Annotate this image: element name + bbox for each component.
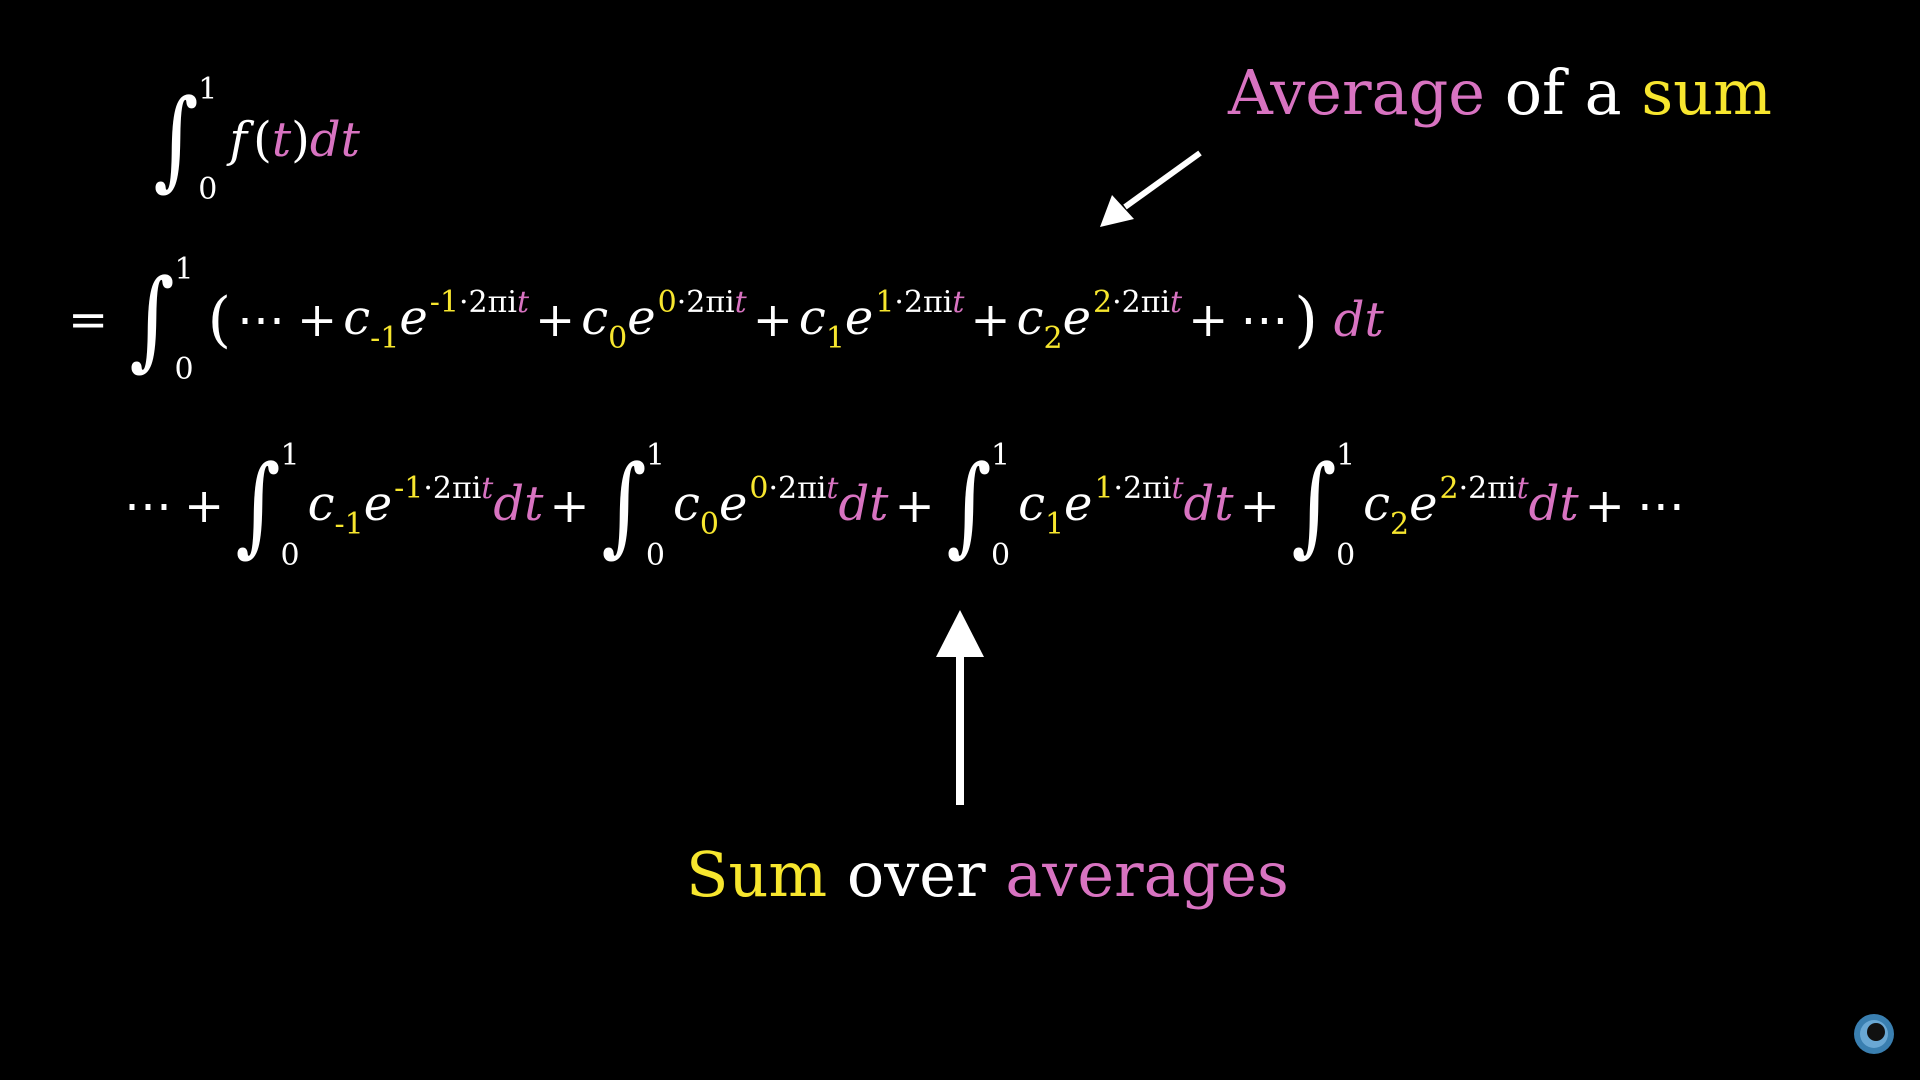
integral-line-1: ∫ 1 0 f ( t ) dt	[148, 70, 360, 210]
annotation-sum-over-averages: Sum over averages	[686, 838, 1289, 911]
integral-sign: ∫ 1 0	[129, 252, 194, 387]
integral-line-2: = ∫ 1 0 ( ⋯ + c-1e-1·2πit + c0e0·2πit + …	[68, 252, 1384, 387]
annotation-average-of-a-sum: Average of a sum	[1228, 56, 1772, 129]
integral-term: c1e1·2πitdt	[1018, 470, 1234, 542]
sum-term: c0e0·2πit	[581, 284, 747, 356]
integral-sign: ∫ 1 0	[153, 72, 218, 207]
integral-term: c-1e-1·2πitdt	[307, 470, 544, 542]
sum-term: c2e2·2πit	[1016, 284, 1183, 356]
arrow-up-icon	[936, 610, 984, 805]
integral-term: c0e0·2πitdt	[672, 470, 889, 542]
eye-logo-icon	[1854, 1014, 1894, 1054]
sum-term: c-1e-1·2πit	[343, 284, 529, 356]
arrow-down-left-icon	[1100, 150, 1202, 227]
sum-term: c1e1·2πit	[798, 284, 965, 356]
integral-term: c2e2·2πitdt	[1363, 470, 1579, 542]
